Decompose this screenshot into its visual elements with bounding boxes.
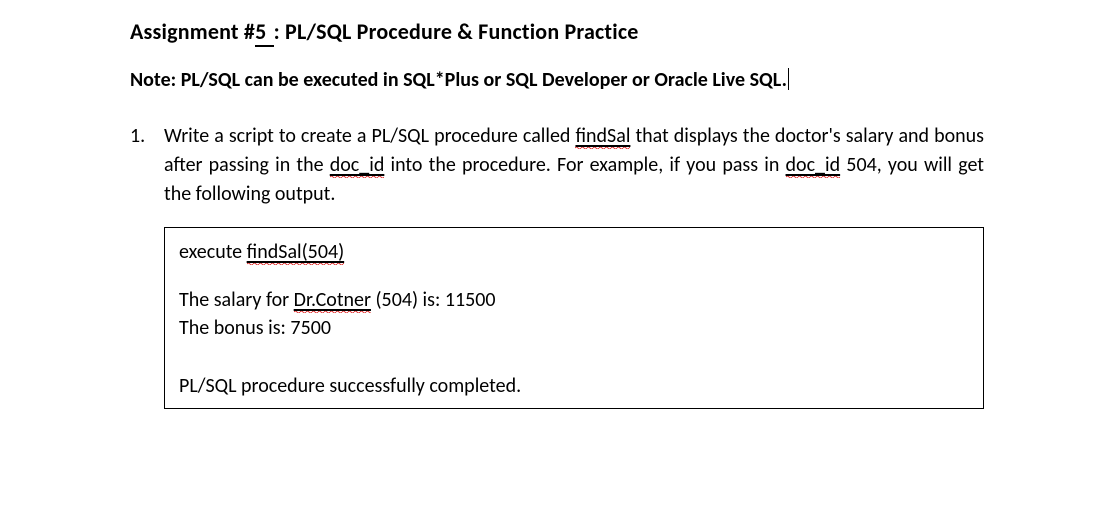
title-rest: : PL/SQL Procedure & Function Practice	[274, 18, 639, 45]
out-l1a: execute	[179, 240, 247, 264]
title-number: 5	[255, 18, 266, 47]
output-line-2: The salary for Dr.Cotner (504) is: 11500	[179, 286, 969, 314]
output-line-3: The bonus is: 7500	[179, 314, 969, 342]
question-list: 1. Write a script to create a PL/SQL pro…	[130, 122, 984, 409]
question-marker: 1.	[130, 122, 145, 151]
q1-docid-2: doc_id	[786, 153, 841, 178]
title-prefix: Assignment #	[130, 18, 255, 45]
q1-text-3: into the procedure. For example, if you …	[384, 153, 785, 177]
out-l1b: findSal(504)	[247, 240, 345, 265]
out-l2a: The salary for	[179, 288, 294, 312]
out-l2b: Dr.Cotner	[294, 288, 371, 313]
q1-text-1: Write a script to create a PL/SQL proced…	[164, 124, 575, 148]
out-l2c: (504) is: 11500	[371, 288, 496, 312]
question-1: 1. Write a script to create a PL/SQL pro…	[164, 122, 984, 409]
text-cursor	[788, 68, 789, 90]
q1-findsal: findSal	[575, 124, 630, 149]
output-blank-2	[179, 342, 969, 372]
note-text: Note: PL/SQL can be executed in SQL*Plus…	[130, 68, 787, 92]
output-line-1: execute findSal(504)	[179, 238, 969, 266]
output-box: execute findSal(504) The salary for Dr.C…	[164, 227, 984, 409]
title-spacer	[266, 18, 273, 47]
output-line-4: PL/SQL procedure successfully completed.	[179, 372, 969, 400]
assignment-title: Assignment #5 : PL/SQL Procedure & Funct…	[130, 18, 984, 45]
q1-docid-1: doc_id	[330, 153, 385, 178]
output-blank-1	[179, 266, 969, 286]
note-line: Note: PL/SQL can be executed in SQL*Plus…	[130, 67, 984, 94]
document-page: Assignment #5 : PL/SQL Procedure & Funct…	[0, 0, 1104, 523]
